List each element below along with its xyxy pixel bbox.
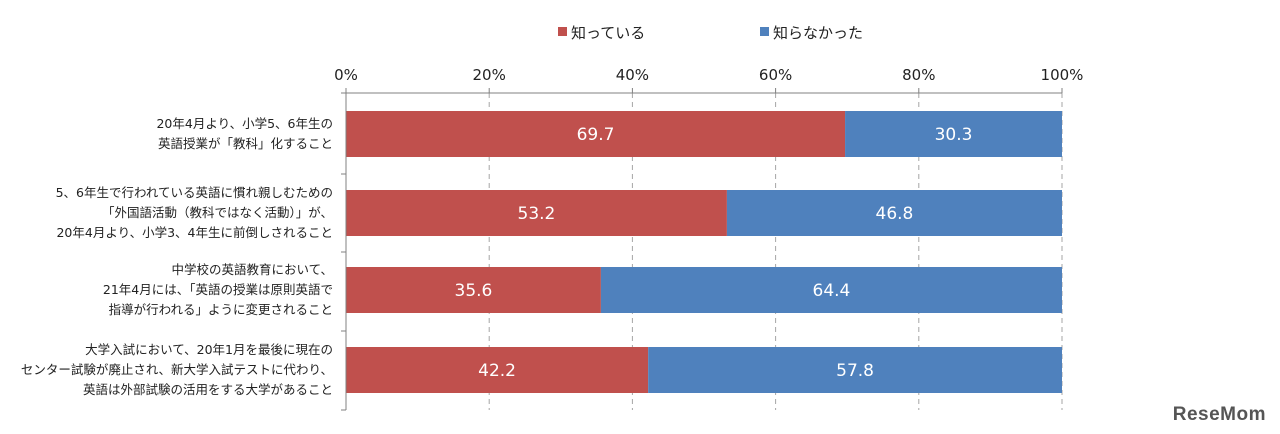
x-tick-label: 100% (1041, 66, 1084, 84)
legend: 知っている 知らなかった (558, 24, 863, 42)
x-tick-label: 20% (473, 66, 506, 84)
bar-unknown-2 (726, 190, 1062, 236)
x-axis-ticks: 0% 20% 40% 60% 80% 100% (334, 66, 1083, 84)
bar-unknown-1 (845, 111, 1062, 157)
data-label: 53.2 (518, 204, 556, 224)
bar-known-1 (346, 111, 846, 157)
data-label: 57.8 (836, 361, 874, 381)
bars: 69.7 30.3 53.2 46.8 35.6 64.4 42.2 57.8 (346, 111, 1062, 393)
x-tick-label: 60% (759, 66, 792, 84)
category-label-line: 5、6年生で行われている英語に慣れ親しむための (56, 185, 333, 200)
legend-swatch-2 (760, 27, 769, 36)
data-label: 30.3 (935, 125, 973, 145)
data-label: 69.7 (577, 125, 615, 145)
data-label: 35.6 (455, 281, 493, 301)
bar-unknown-3 (600, 267, 1062, 313)
x-tick-label: 0% (334, 66, 358, 84)
legend-label-2: 知らなかった (773, 24, 863, 42)
category-label-line: 20年4月より、小学3、4年生に前倒しされること (56, 225, 333, 240)
category-label-line: 20年4月より、小学5、6年生の (156, 116, 333, 131)
data-label: 42.2 (478, 361, 516, 381)
legend-label-1: 知っている (571, 24, 645, 42)
category-label-line: 英語は外部試験の活用をする大学があること (83, 382, 333, 397)
category-label-line: センター試験が廃止され、新大学入試テストに代わり、 (21, 362, 333, 377)
category-label-line: 「外国語活動（教科ではなく活動）」が、 (102, 205, 333, 220)
bar-unknown-4 (648, 347, 1062, 393)
legend-swatch-1 (558, 27, 567, 36)
data-label: 46.8 (876, 204, 914, 224)
category-label-line: 指導が行われる」ように変更されること (109, 302, 333, 317)
data-label: 64.4 (813, 281, 851, 301)
category-label-line: 英語授業が「教科」化すること (158, 136, 333, 151)
category-label-line: 大学入試において、20年1月を最後に現在の (85, 342, 333, 357)
x-tick-label: 40% (616, 66, 649, 84)
category-label-line: 中学校の英語教育において、 (171, 262, 333, 277)
category-label-line: 21年4月には、「英語の授業は原則英語で (103, 282, 333, 297)
x-tick-label: 80% (902, 66, 935, 84)
bar-known-2 (346, 190, 727, 236)
bar-known-4 (346, 347, 649, 393)
bar-known-3 (346, 267, 601, 313)
resemom-logo: ReseMom (1172, 404, 1266, 425)
axes (341, 88, 1063, 411)
